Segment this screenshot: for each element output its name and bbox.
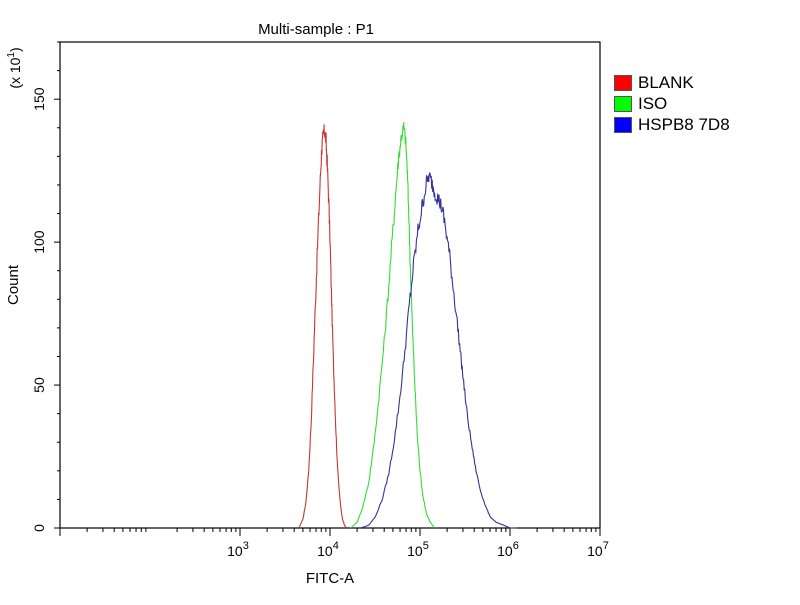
- series-line-blank: [298, 124, 347, 529]
- x-tick-label: 106: [497, 540, 519, 559]
- legend: BLANK ISO HSPB8 7D8: [614, 72, 730, 135]
- x-tick-label: 105: [407, 540, 429, 559]
- series-line-iso: [350, 122, 435, 529]
- series-line-hspb8-7d8: [360, 171, 518, 529]
- legend-swatch-iso: [614, 95, 632, 112]
- y-axis: 0 50 100 150: [31, 41, 60, 532]
- legend-swatch-hspb8: [614, 116, 632, 133]
- plot-frame: [59, 41, 601, 529]
- legend-label-iso: ISO: [638, 93, 668, 113]
- legend-item-hspb8: HSPB8 7D8: [614, 114, 730, 135]
- series-layer: [298, 122, 518, 529]
- x-axis: 103 104 105 106 107: [59, 528, 609, 559]
- y-tick-label: 150: [31, 87, 47, 111]
- x-tick-label: 104: [317, 540, 339, 559]
- y-tick-label: 50: [31, 377, 47, 393]
- y-tick-label: 100: [31, 230, 47, 254]
- legend-item-iso: ISO: [614, 93, 730, 114]
- x-axis-label: FITC-A: [306, 570, 354, 587]
- legend-label-blank: BLANK: [638, 72, 694, 92]
- y-axis-label: Count: [5, 264, 22, 305]
- y-multiplier-label: (x 101): [6, 47, 23, 88]
- x-tick-label: 103: [227, 540, 249, 559]
- y-tick-label: 0: [31, 524, 47, 532]
- chart-title: Multi-sample : P1: [258, 21, 374, 38]
- x-tick-label: 107: [587, 540, 609, 559]
- legend-item-blank: BLANK: [614, 72, 730, 93]
- legend-swatch-blank: [614, 74, 632, 91]
- legend-label-hspb8: HSPB8 7D8: [638, 114, 730, 134]
